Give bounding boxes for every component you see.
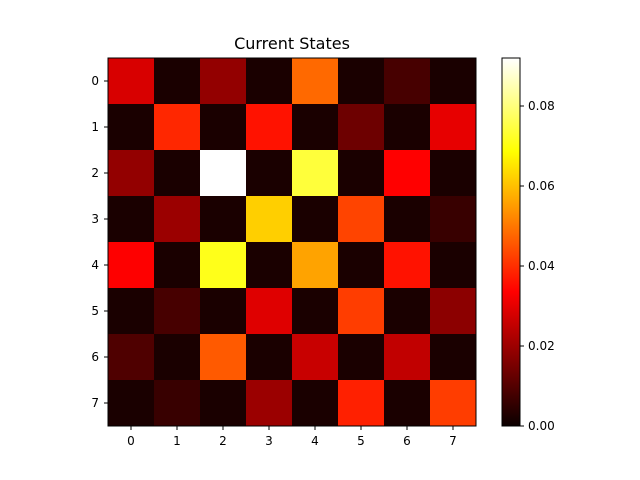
heatmap-cell-4-4 — [292, 242, 339, 289]
heatmap-cell-2-1 — [154, 150, 201, 197]
heatmap-cell-7-6 — [384, 380, 431, 427]
heatmap-cell-0-0 — [108, 58, 155, 105]
y-tick-label: 4 — [91, 258, 99, 272]
heatmap-cell-1-1 — [154, 104, 201, 151]
y-tick-label: 5 — [91, 304, 99, 318]
heatmap-cell-4-7 — [430, 242, 477, 289]
heatmap-cell-2-5 — [338, 150, 385, 197]
y-tick-label: 3 — [91, 212, 99, 226]
x-tick-label: 7 — [449, 434, 457, 448]
heatmap-cell-4-1 — [154, 242, 201, 289]
heatmap-cell-3-6 — [384, 196, 431, 243]
y-tick-label: 2 — [91, 166, 99, 180]
colorbar-tick-label: 0.02 — [528, 339, 555, 353]
heatmap-cell-1-4 — [292, 104, 339, 151]
heatmap-cell-7-5 — [338, 380, 385, 427]
heatmap-cells — [108, 58, 477, 427]
heatmap-cell-1-3 — [246, 104, 293, 151]
chart-title: Current States — [234, 34, 350, 53]
heatmap-cell-2-7 — [430, 150, 477, 197]
heatmap-cell-7-3 — [246, 380, 293, 427]
x-tick-label: 2 — [219, 434, 227, 448]
heatmap-cell-6-6 — [384, 334, 431, 381]
heatmap-cell-6-7 — [430, 334, 477, 381]
x-tick-label: 4 — [311, 434, 319, 448]
colorbar-tick-label: 0.00 — [528, 419, 555, 433]
heatmap-cell-0-3 — [246, 58, 293, 105]
heatmap-cell-4-3 — [246, 242, 293, 289]
heatmap-cell-3-3 — [246, 196, 293, 243]
heatmap-cell-6-1 — [154, 334, 201, 381]
y-tick-label: 1 — [91, 120, 99, 134]
heatmap-cell-6-4 — [292, 334, 339, 381]
heatmap-cell-5-3 — [246, 288, 293, 335]
colorbar-axis: 0.00 0.02 0.04 0.06 0.08 — [520, 99, 555, 433]
heatmap-cell-7-4 — [292, 380, 339, 427]
x-axis: 0 1 2 3 4 5 6 7 — [127, 426, 457, 448]
x-tick-label: 6 — [403, 434, 411, 448]
heatmap-cell-6-3 — [246, 334, 293, 381]
x-tick-label: 3 — [265, 434, 273, 448]
heatmap-cell-0-2 — [200, 58, 247, 105]
heatmap-cell-5-0 — [108, 288, 155, 335]
heatmap-cell-0-6 — [384, 58, 431, 105]
heatmap-cell-5-2 — [200, 288, 247, 335]
heatmap-cell-1-6 — [384, 104, 431, 151]
heatmap-cell-1-2 — [200, 104, 247, 151]
heatmap-cell-1-0 — [108, 104, 155, 151]
heatmap-cell-7-7 — [430, 380, 477, 427]
heatmap-cell-5-6 — [384, 288, 431, 335]
heatmap-cell-5-5 — [338, 288, 385, 335]
heatmap-cell-7-2 — [200, 380, 247, 427]
heatmap-cell-4-2 — [200, 242, 247, 289]
heatmap-cell-1-7 — [430, 104, 477, 151]
heatmap-cell-2-3 — [246, 150, 293, 197]
heatmap-cell-4-0 — [108, 242, 155, 289]
colorbar-tick-label: 0.08 — [528, 99, 555, 113]
heatmap-cell-7-1 — [154, 380, 201, 427]
heatmap-cell-0-4 — [292, 58, 339, 105]
heatmap-cell-3-1 — [154, 196, 201, 243]
heatmap-cell-3-5 — [338, 196, 385, 243]
x-tick-label: 1 — [173, 434, 181, 448]
heatmap-cell-0-1 — [154, 58, 201, 105]
heatmap-cell-2-0 — [108, 150, 155, 197]
heatmap-cell-4-5 — [338, 242, 385, 289]
heatmap-cell-3-4 — [292, 196, 339, 243]
y-tick-label: 7 — [91, 396, 99, 410]
heatmap-cell-0-5 — [338, 58, 385, 105]
heatmap-cell-6-0 — [108, 334, 155, 381]
y-tick-label: 6 — [91, 350, 99, 364]
plot-frame — [107, 57, 477, 427]
heatmap-cell-5-1 — [154, 288, 201, 335]
colorbar — [501, 57, 521, 427]
colorbar-tick-label: 0.04 — [528, 259, 555, 273]
heatmap-cell-2-2 — [200, 150, 247, 197]
heatmap-cell-1-5 — [338, 104, 385, 151]
heatmap-cell-3-0 — [108, 196, 155, 243]
heatmap-cell-0-7 — [430, 58, 477, 105]
heatmap-cell-6-5 — [338, 334, 385, 381]
heatmap-cell-2-4 — [292, 150, 339, 197]
heatmap-cell-6-2 — [200, 334, 247, 381]
heatmap-cell-5-7 — [430, 288, 477, 335]
heatmap-cell-3-2 — [200, 196, 247, 243]
y-tick-label: 0 — [91, 74, 99, 88]
heatmap-cell-4-6 — [384, 242, 431, 289]
heatmap-cell-5-4 — [292, 288, 339, 335]
heatmap-cell-7-0 — [108, 380, 155, 427]
colorbar-tick-label: 0.06 — [528, 179, 555, 193]
x-tick-label: 0 — [127, 434, 135, 448]
heatmap-cell-2-6 — [384, 150, 431, 197]
x-tick-label: 5 — [357, 434, 365, 448]
y-axis: 0 1 2 3 4 5 6 7 — [91, 74, 108, 410]
heatmap-cell-3-7 — [430, 196, 477, 243]
